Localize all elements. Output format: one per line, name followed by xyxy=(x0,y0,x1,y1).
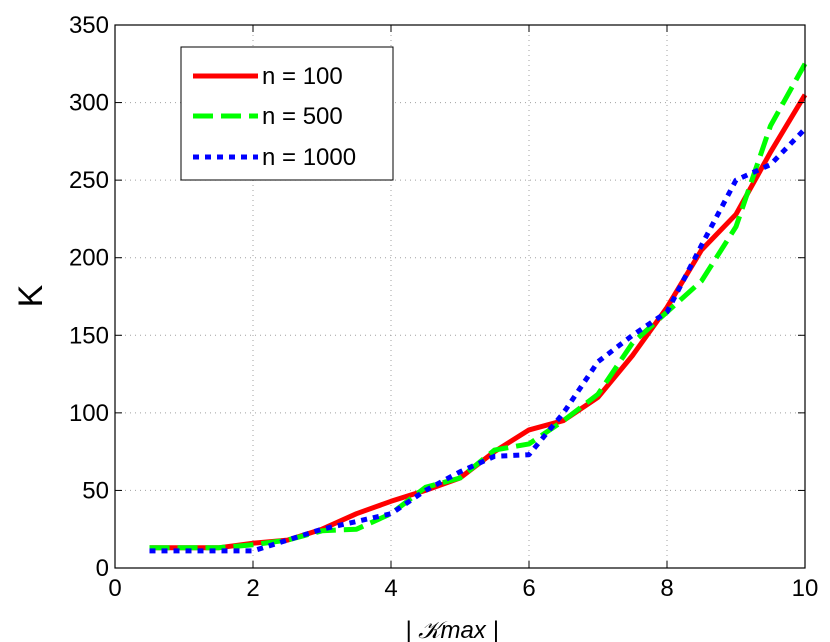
x-tick-label: 2 xyxy=(246,575,259,602)
y-tick-label: 200 xyxy=(69,245,109,272)
y-axis-label: K xyxy=(12,284,50,307)
legend-box xyxy=(180,46,394,181)
legend: n = 100 n = 500 n = 1000 xyxy=(180,46,394,181)
series-line-1 xyxy=(149,62,808,551)
x-tick-label: 6 xyxy=(522,575,535,602)
x-tick-label: 0 xyxy=(108,575,121,602)
y-tick-label: 300 xyxy=(69,90,109,117)
x-axis-label: | 𝒦max | xyxy=(405,617,498,642)
y-tick-label: 250 xyxy=(69,167,109,194)
legend-label-n1000: n = 1000 xyxy=(262,144,356,171)
x-tick-label: 10 xyxy=(792,575,819,602)
y-tick-label: 0 xyxy=(96,555,109,582)
plot-frame xyxy=(114,24,806,569)
ticks xyxy=(114,24,806,569)
x-tick-label: 4 xyxy=(384,575,397,602)
series-layer xyxy=(149,62,808,554)
y-tick-label: 150 xyxy=(69,322,109,349)
y-tick-label: 350 xyxy=(69,12,109,39)
y-tick-label: 50 xyxy=(82,477,109,504)
legend-label-n100: n = 100 xyxy=(262,63,343,90)
series-line-2 xyxy=(149,127,807,554)
x-tick-label: 8 xyxy=(660,575,673,602)
y-tick-label: 100 xyxy=(69,400,109,427)
legend-label-n500: n = 500 xyxy=(262,103,343,130)
